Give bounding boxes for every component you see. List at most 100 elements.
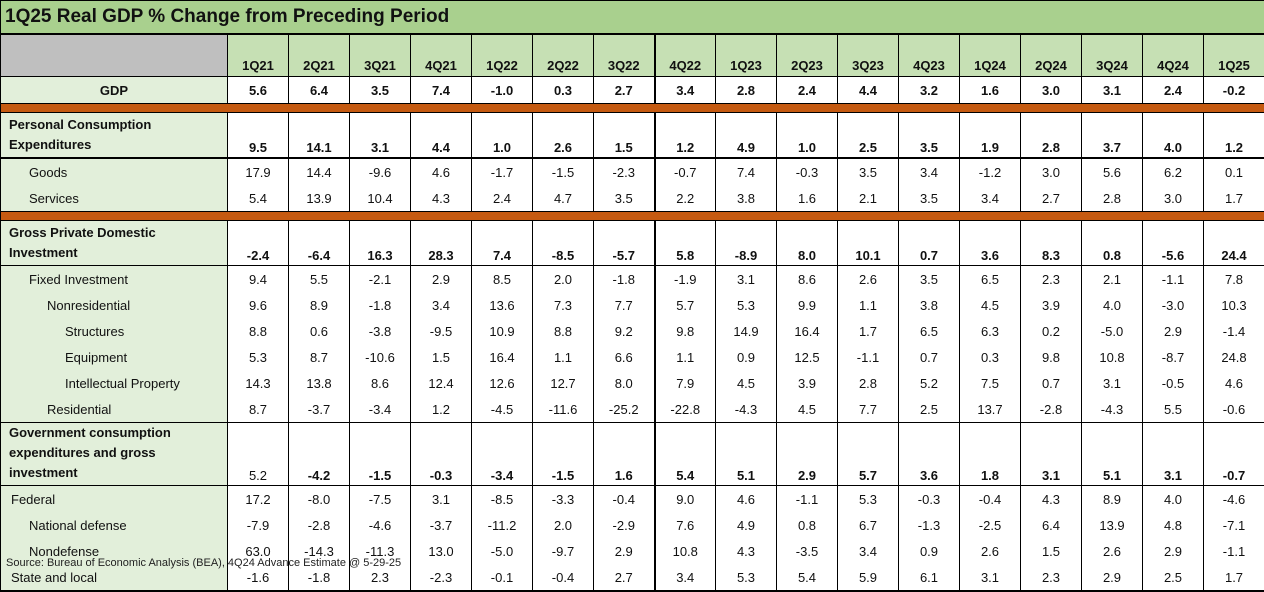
- value-cell: -1.5: [533, 158, 594, 185]
- value-cell: 1.7: [1204, 185, 1264, 212]
- value-cell: 9.8: [1021, 344, 1082, 370]
- value-cell: 10.8: [1082, 344, 1143, 370]
- column-header: 1Q24: [960, 34, 1021, 77]
- value-cell: 6.2: [1143, 158, 1204, 185]
- value-cell: 8.6: [777, 266, 838, 293]
- value-cell: 8.8: [228, 318, 289, 344]
- value-cell: 4.3: [716, 538, 777, 564]
- value-cell: 2.8: [716, 77, 777, 104]
- value-cell: 8.5: [472, 266, 533, 293]
- value-cell: 6.4: [1021, 512, 1082, 538]
- value-cell: 24.4: [1204, 221, 1264, 266]
- value-cell: 12.6: [472, 370, 533, 396]
- value-cell: 8.9: [289, 292, 350, 318]
- value-cell: 2.4: [1143, 77, 1204, 104]
- value-cell: -1.8: [594, 266, 655, 293]
- value-cell: 6.7: [838, 512, 899, 538]
- value-cell: 7.8: [1204, 266, 1264, 293]
- row-label: Government consumption expenditures and …: [1, 423, 228, 486]
- value-cell: -0.4: [960, 486, 1021, 513]
- value-cell: 2.1: [1082, 266, 1143, 293]
- value-cell: 1.7: [838, 318, 899, 344]
- value-cell: 3.6: [899, 423, 960, 486]
- value-cell: -22.8: [655, 396, 716, 423]
- value-cell: 2.9: [777, 423, 838, 486]
- row-label: Structures: [1, 318, 228, 344]
- value-cell: 3.9: [777, 370, 838, 396]
- value-cell: 3.1: [1021, 423, 1082, 486]
- value-cell: -1.0: [472, 77, 533, 104]
- row-label: Intellectual Property: [1, 370, 228, 396]
- value-cell: -4.2: [289, 423, 350, 486]
- column-header: 2Q24: [1021, 34, 1082, 77]
- value-cell: 5.2: [899, 370, 960, 396]
- value-cell: 5.3: [716, 292, 777, 318]
- value-cell: 1.5: [411, 344, 472, 370]
- value-cell: -2.3: [594, 158, 655, 185]
- value-cell: 4.9: [716, 113, 777, 159]
- value-cell: 14.1: [289, 113, 350, 159]
- value-cell: 7.9: [655, 370, 716, 396]
- value-cell: 14.9: [716, 318, 777, 344]
- value-cell: -8.7: [1143, 344, 1204, 370]
- value-cell: 2.4: [777, 77, 838, 104]
- value-cell: 3.5: [350, 77, 411, 104]
- value-cell: 5.1: [1082, 423, 1143, 486]
- table-title: 1Q25 Real GDP % Change from Preceding Pe…: [1, 1, 1264, 35]
- value-cell: 3.4: [838, 538, 899, 564]
- value-cell: 9.9: [777, 292, 838, 318]
- column-header: 3Q22: [594, 34, 655, 77]
- column-header: 3Q23: [838, 34, 899, 77]
- value-cell: 5.3: [838, 486, 899, 513]
- value-cell: 4.8: [1143, 512, 1204, 538]
- value-cell: -0.3: [899, 486, 960, 513]
- value-cell: 7.7: [594, 292, 655, 318]
- value-cell: 3.1: [350, 113, 411, 159]
- value-cell: 3.1: [716, 266, 777, 293]
- value-cell: 2.7: [594, 77, 655, 104]
- value-cell: 8.8: [533, 318, 594, 344]
- value-cell: 2.2: [655, 185, 716, 212]
- value-cell: 2.0: [533, 266, 594, 293]
- value-cell: 3.4: [411, 292, 472, 318]
- value-cell: 5.7: [655, 292, 716, 318]
- value-cell: 5.4: [777, 564, 838, 591]
- value-cell: 5.3: [716, 564, 777, 591]
- value-cell: 4.7: [533, 185, 594, 212]
- value-cell: 1.7: [1204, 564, 1264, 591]
- value-cell: 2.9: [1082, 564, 1143, 591]
- value-cell: 0.3: [960, 344, 1021, 370]
- value-cell: 3.8: [716, 185, 777, 212]
- value-cell: 0.3: [533, 77, 594, 104]
- value-cell: -0.3: [411, 423, 472, 486]
- value-cell: 8.0: [777, 221, 838, 266]
- value-cell: 9.8: [655, 318, 716, 344]
- column-header: 1Q25: [1204, 34, 1264, 77]
- value-cell: 8.6: [350, 370, 411, 396]
- value-cell: -5.6: [1143, 221, 1204, 266]
- value-cell: 10.4: [350, 185, 411, 212]
- value-cell: 9.0: [655, 486, 716, 513]
- value-cell: 0.9: [899, 538, 960, 564]
- value-cell: 2.5: [1143, 564, 1204, 591]
- value-cell: 28.3: [411, 221, 472, 266]
- value-cell: -3.4: [472, 423, 533, 486]
- column-header: 1Q23: [716, 34, 777, 77]
- value-cell: 2.4: [472, 185, 533, 212]
- value-cell: -1.1: [777, 486, 838, 513]
- row-label: Personal Consumption Expenditures: [1, 113, 228, 159]
- value-cell: 3.1: [1082, 370, 1143, 396]
- value-cell: 3.4: [899, 158, 960, 185]
- value-cell: 6.4: [289, 77, 350, 104]
- separator-bar: [1, 212, 1264, 221]
- row-label: National defense: [1, 512, 228, 538]
- column-header: 3Q24: [1082, 34, 1143, 77]
- value-cell: 8.9: [1082, 486, 1143, 513]
- value-cell: 12.4: [411, 370, 472, 396]
- value-cell: 1.8: [960, 423, 1021, 486]
